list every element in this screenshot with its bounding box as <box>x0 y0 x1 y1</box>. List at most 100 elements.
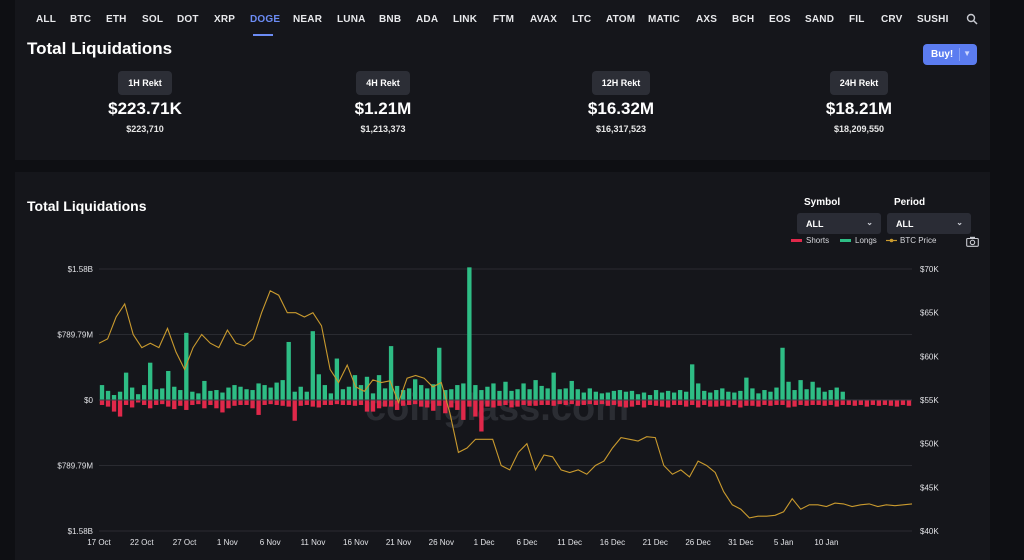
shorts-bar <box>696 400 701 408</box>
shorts-bar <box>774 400 779 405</box>
longs-bar <box>292 391 297 400</box>
legend-btc-price[interactable]: BTC Price <box>886 236 936 245</box>
search-icon[interactable] <box>966 13 978 25</box>
shorts-bar <box>111 400 117 412</box>
longs-bar <box>232 385 237 400</box>
period-value: ALL <box>896 219 914 229</box>
tab-luna[interactable]: LUNA <box>337 14 366 25</box>
stat-exact: $16,317,523 <box>595 124 647 134</box>
y-left-tick-label: $0 <box>84 396 93 405</box>
longs-bar <box>437 347 442 400</box>
tab-matic[interactable]: MATIC <box>648 14 680 25</box>
tab-bnb[interactable]: BNB <box>379 14 402 25</box>
summary-title: Total Liquidations <box>27 39 173 58</box>
shorts-bar <box>575 400 580 406</box>
longs-bar <box>467 267 472 400</box>
shorts-bar <box>780 400 785 405</box>
shorts-bar <box>732 400 737 405</box>
tab-ftm[interactable]: FTM <box>493 14 515 25</box>
longs-bar <box>683 391 689 400</box>
liquidation-chart: $1.58B $789.79M $0 $789.79M $1.58B $70K $65K $6… <box>57 265 939 547</box>
longs-bar <box>135 394 141 400</box>
longs-bar <box>99 385 105 400</box>
x-tick-label: 27 Oct <box>173 538 197 547</box>
shorts-bar <box>539 400 544 405</box>
shorts-bar <box>864 400 870 407</box>
tab-ada[interactable]: ADA <box>416 14 439 25</box>
tab-sol[interactable]: SOL <box>142 14 164 25</box>
longs-bar <box>677 390 683 400</box>
longs-bar <box>708 392 713 400</box>
tab-atom[interactable]: ATOM <box>606 14 636 25</box>
shorts-bar <box>184 400 189 410</box>
tab-link[interactable]: LINK <box>453 14 478 25</box>
longs-bar <box>834 387 839 400</box>
tab-near[interactable]: NEAR <box>293 14 323 25</box>
x-tick-label: 10 Jan <box>814 538 838 547</box>
longs-bar <box>587 388 592 400</box>
longs-bar <box>804 389 809 400</box>
legend-longs[interactable]: Longs <box>840 236 877 245</box>
longs-bar <box>539 385 544 400</box>
shorts-bar <box>888 400 894 406</box>
tab-sand[interactable]: SAND <box>805 14 835 25</box>
tab-doge[interactable]: DOGE <box>250 14 281 25</box>
x-tick-label: 1 Dec <box>474 538 495 547</box>
y-right-tick-label: $60K <box>920 352 939 361</box>
longs-bar <box>744 377 749 400</box>
shorts-bar <box>376 400 382 409</box>
legend-shorts[interactable]: Shorts <box>791 236 829 245</box>
symbol-select[interactable]: ALL ⌄ <box>797 213 881 234</box>
longs-bar <box>346 386 352 400</box>
tab-crv[interactable]: CRV <box>881 14 903 25</box>
shorts-bar <box>762 400 767 405</box>
x-tick-label: 21 Nov <box>386 538 411 547</box>
shorts-bar <box>99 400 105 405</box>
tab-sushi[interactable]: SUSHI <box>917 14 949 25</box>
period-select[interactable]: ALL ⌄ <box>887 213 971 234</box>
longs-bar <box>310 331 315 400</box>
shorts-bar <box>690 400 695 405</box>
tab-ltc[interactable]: LTC <box>572 14 592 25</box>
longs-bar <box>810 381 815 400</box>
longs-bar <box>611 390 617 400</box>
tab-fil[interactable]: FIL <box>849 14 865 25</box>
tab-avax[interactable]: AVAX <box>530 14 558 25</box>
tab-bch[interactable]: BCH <box>732 14 755 25</box>
shorts-bar <box>286 400 291 407</box>
tab-xrp[interactable]: XRP <box>214 14 236 25</box>
camera-icon[interactable] <box>966 236 979 247</box>
page-container: ALL BTC ETH SOL DOT XRP DOGE NEAR LUNA BNB ADA LINK… <box>15 0 990 560</box>
chevron-down-icon: ▼ <box>963 49 971 58</box>
shorts-bar <box>617 400 623 407</box>
longs-bar <box>768 391 773 400</box>
shorts-bar <box>400 400 406 406</box>
shorts-bar <box>172 400 177 410</box>
longs-bar <box>141 385 147 400</box>
longs-bar <box>178 390 183 400</box>
stat-4h: 4H Rekt $1.21M $1,213,373 <box>318 71 448 134</box>
tab-btc[interactable]: BTC <box>70 14 92 25</box>
shorts-bar <box>804 400 809 406</box>
tab-axs[interactable]: AXS <box>696 14 718 25</box>
legend-label: Longs <box>855 236 877 245</box>
tab-eth[interactable]: ETH <box>106 14 127 25</box>
shorts-bar <box>346 400 352 405</box>
x-tick-label: 31 Dec <box>728 538 753 547</box>
longs-bar <box>425 388 430 400</box>
shorts-bar <box>599 400 605 405</box>
shorts-bar <box>509 400 514 408</box>
shorts-bar <box>605 400 611 406</box>
stat-value: $1.21M <box>354 99 412 118</box>
longs-bar <box>226 387 231 400</box>
y-right-tick-label: $65K <box>920 309 939 318</box>
stat-label: 4H Rekt <box>356 71 410 95</box>
buy-button[interactable]: Buy! ▼ <box>923 44 977 65</box>
tab-dot[interactable]: DOT <box>177 14 199 25</box>
x-tick-label: 21 Dec <box>643 538 668 547</box>
tab-eos[interactable]: EOS <box>769 14 791 25</box>
shorts-bar <box>828 400 833 405</box>
tab-all[interactable]: ALL <box>36 14 57 25</box>
longs-bar <box>497 390 502 400</box>
longs-bar <box>208 390 213 400</box>
